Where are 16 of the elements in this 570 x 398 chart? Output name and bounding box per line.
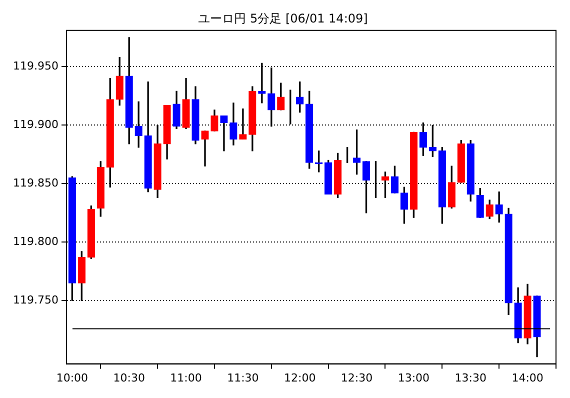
x-tick-label: 11:30 xyxy=(227,371,259,384)
x-tick-label: 10:30 xyxy=(113,371,145,384)
y-tick-label: 119.800 xyxy=(12,235,58,248)
chart-title: ユーロ円 5分足 [06/01 14:09] xyxy=(198,11,368,26)
candlestick xyxy=(201,130,209,166)
x-tick-label: 10:00 xyxy=(56,371,88,384)
x-tick-label: 13:30 xyxy=(454,371,486,384)
y-tick-label: 119.750 xyxy=(12,293,58,306)
y-tick-label: 119.850 xyxy=(12,176,58,190)
x-tick-label: 13:00 xyxy=(398,371,430,384)
y-tick-label: 119.950 xyxy=(12,60,58,73)
x-tick-label: 12:00 xyxy=(284,371,316,384)
x-tick-label: 11:00 xyxy=(170,371,202,384)
x-tick-label: 14:00 xyxy=(512,371,544,384)
y-tick-label: 119.900 xyxy=(12,118,58,132)
x-tick-label: 12:30 xyxy=(340,371,373,384)
